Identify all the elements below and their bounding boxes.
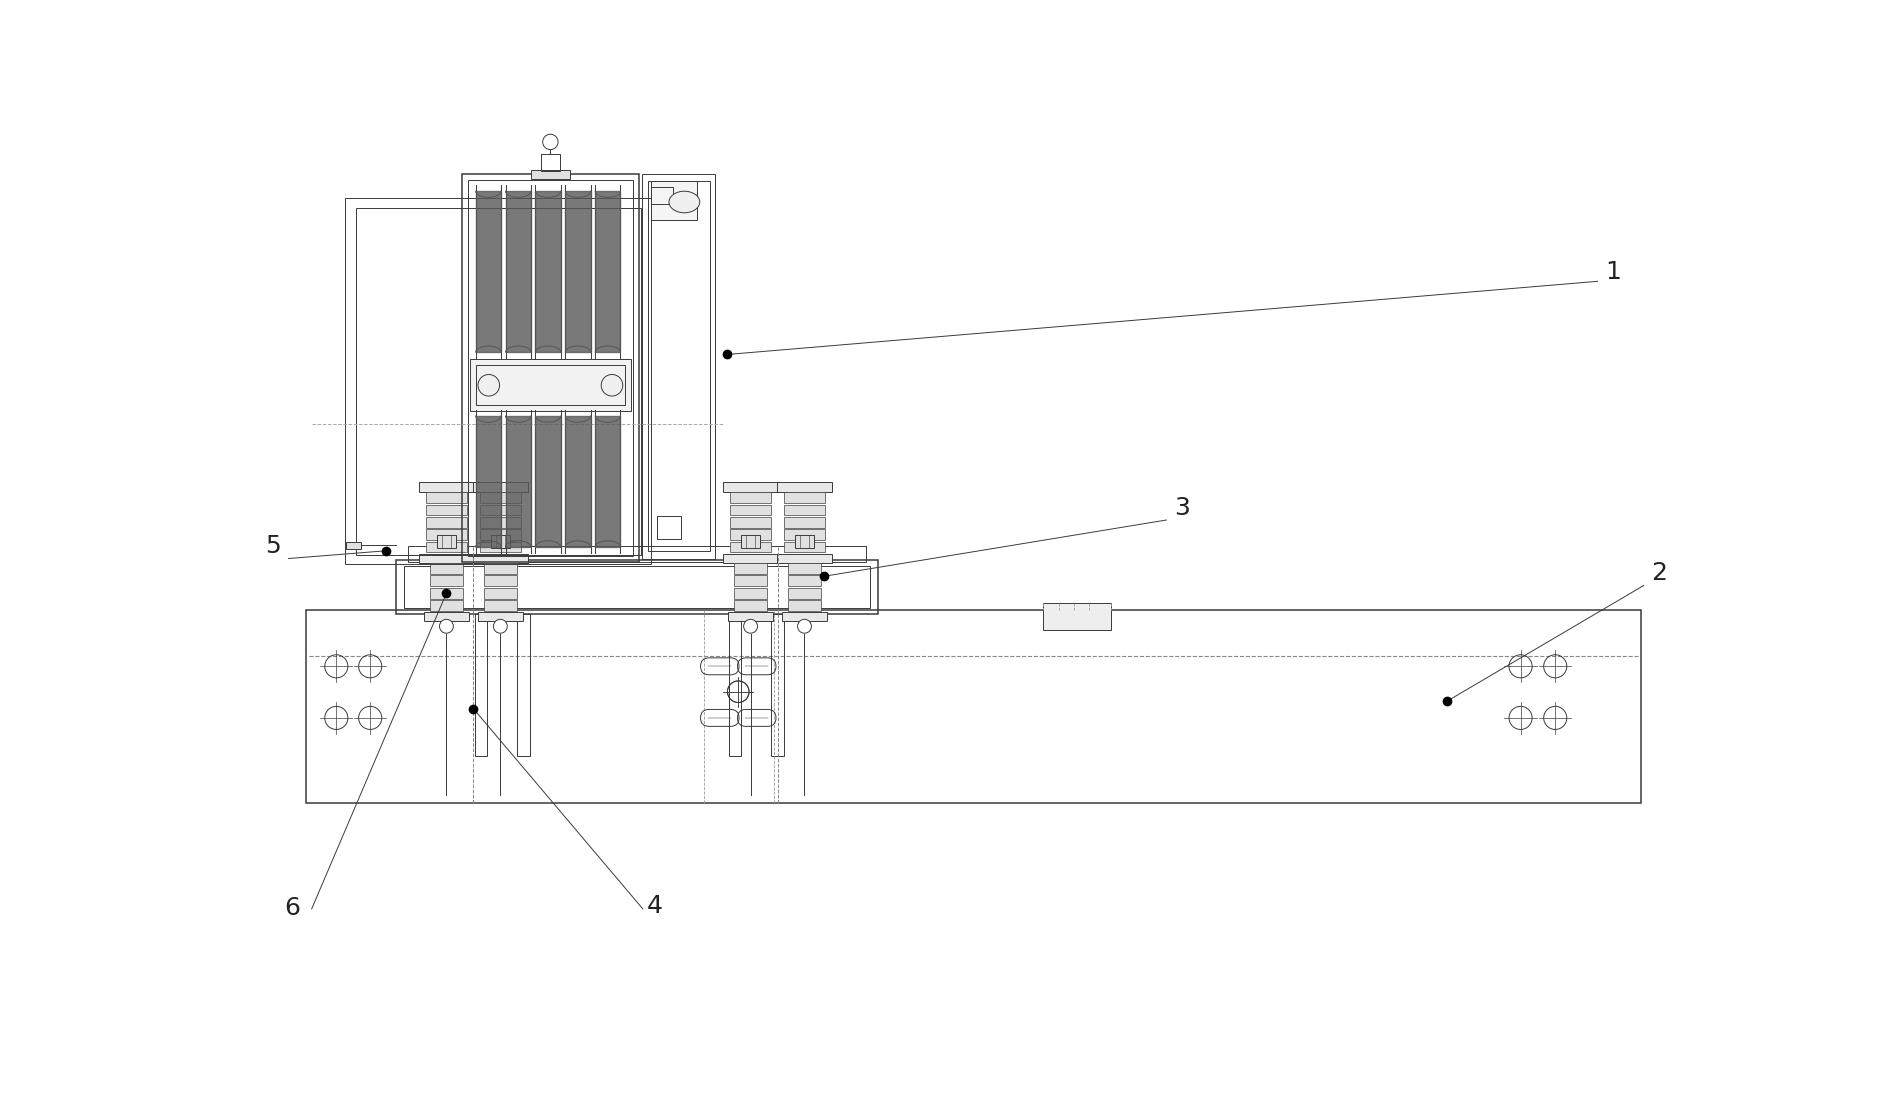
Bar — [722, 482, 778, 492]
Bar — [468, 179, 633, 556]
Bar — [479, 517, 521, 528]
Bar — [1044, 603, 1110, 631]
Bar — [344, 198, 652, 564]
Polygon shape — [536, 191, 561, 352]
Bar — [473, 554, 528, 563]
Bar — [475, 365, 625, 406]
Polygon shape — [536, 416, 561, 546]
Bar — [530, 169, 570, 179]
Bar — [475, 614, 487, 756]
Bar — [787, 575, 821, 586]
Bar — [426, 492, 468, 503]
Bar — [783, 612, 827, 621]
Bar — [405, 566, 871, 608]
Ellipse shape — [477, 375, 500, 396]
Bar — [426, 541, 468, 552]
Polygon shape — [506, 416, 530, 546]
Polygon shape — [565, 191, 591, 352]
Bar — [483, 563, 517, 574]
Bar — [479, 505, 521, 516]
Text: 3: 3 — [1175, 495, 1190, 519]
Circle shape — [494, 620, 508, 633]
Bar — [730, 517, 772, 528]
Bar — [346, 541, 361, 550]
Bar — [437, 536, 456, 548]
Polygon shape — [565, 416, 591, 546]
Bar — [462, 174, 639, 563]
Text: 6: 6 — [285, 896, 300, 920]
Bar — [426, 529, 468, 540]
Bar — [722, 554, 778, 563]
Ellipse shape — [669, 191, 700, 213]
Bar — [397, 560, 878, 614]
Bar — [787, 563, 821, 574]
Bar — [426, 505, 468, 516]
Text: 2: 2 — [1652, 561, 1667, 585]
Bar — [517, 614, 530, 756]
Circle shape — [798, 620, 812, 633]
Bar — [355, 208, 641, 554]
Bar — [473, 482, 528, 492]
Bar — [542, 154, 559, 172]
Bar — [430, 563, 464, 574]
Bar — [658, 516, 681, 539]
Polygon shape — [475, 416, 502, 546]
Bar — [306, 610, 1641, 802]
Bar — [648, 181, 709, 551]
Bar — [424, 612, 470, 621]
Bar — [734, 575, 768, 586]
Bar — [783, 541, 825, 552]
Bar — [430, 600, 464, 611]
Bar — [730, 541, 772, 552]
Bar — [479, 612, 523, 621]
Bar — [787, 588, 821, 599]
Polygon shape — [595, 416, 620, 546]
Bar — [418, 554, 473, 563]
Bar — [783, 492, 825, 503]
Bar — [778, 554, 833, 563]
Bar — [734, 600, 768, 611]
Bar — [730, 529, 772, 540]
Bar — [490, 536, 509, 548]
Bar — [479, 541, 521, 552]
Bar — [426, 517, 468, 528]
Bar — [728, 612, 772, 621]
Bar — [728, 614, 741, 756]
Bar — [483, 575, 517, 586]
Bar — [430, 575, 464, 586]
Polygon shape — [595, 191, 620, 352]
Bar — [483, 600, 517, 611]
Text: 4: 4 — [646, 894, 663, 918]
Polygon shape — [506, 191, 530, 352]
Bar — [783, 529, 825, 540]
Ellipse shape — [601, 375, 624, 396]
Polygon shape — [475, 191, 502, 352]
Bar — [652, 187, 673, 203]
Bar — [741, 536, 760, 548]
Bar — [470, 360, 631, 411]
Bar — [795, 536, 814, 548]
Bar — [430, 588, 464, 599]
Bar — [483, 588, 517, 599]
Circle shape — [542, 134, 559, 150]
Bar — [783, 505, 825, 516]
Bar — [772, 614, 783, 756]
Bar — [730, 492, 772, 503]
Bar — [409, 546, 867, 562]
Bar — [479, 492, 521, 503]
Circle shape — [439, 620, 452, 633]
Bar — [418, 482, 473, 492]
Circle shape — [743, 620, 757, 633]
Text: 1: 1 — [1604, 260, 1622, 284]
Bar — [730, 505, 772, 516]
Bar — [652, 181, 698, 220]
Bar — [479, 529, 521, 540]
Bar — [734, 563, 768, 574]
Bar — [734, 588, 768, 599]
Bar — [783, 517, 825, 528]
Bar — [643, 174, 715, 559]
Bar — [787, 600, 821, 611]
Text: 5: 5 — [266, 534, 281, 559]
Bar — [778, 482, 833, 492]
